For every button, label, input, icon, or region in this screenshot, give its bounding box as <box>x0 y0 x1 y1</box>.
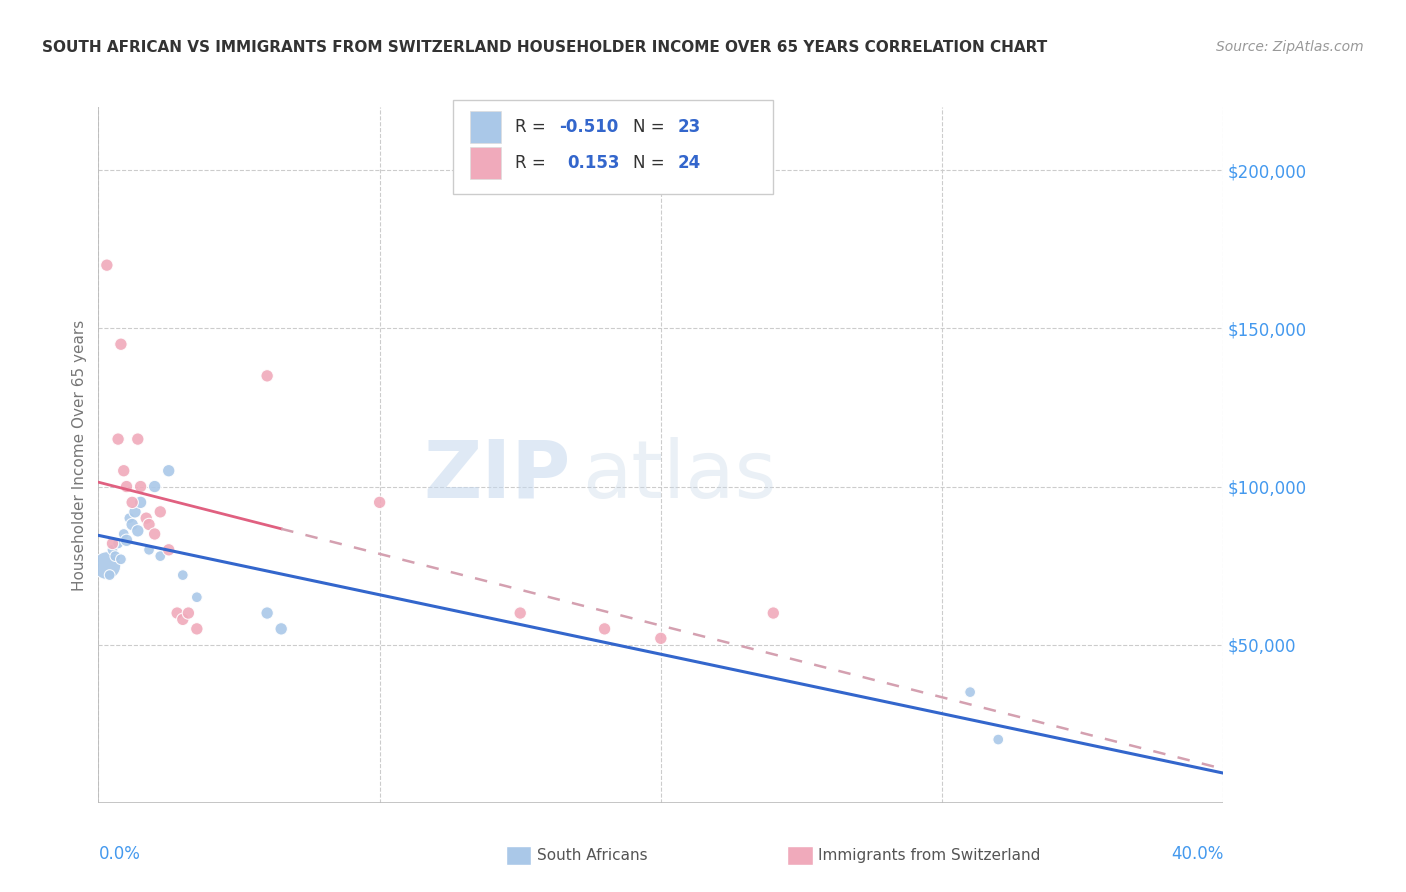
Text: N =: N = <box>633 153 669 171</box>
Point <box>959 685 981 699</box>
Text: 40.0%: 40.0% <box>1171 845 1223 863</box>
Bar <box>470 111 501 143</box>
Point <box>762 606 785 620</box>
Text: atlas: atlas <box>582 437 776 515</box>
Text: SOUTH AFRICAN VS IMMIGRANTS FROM SWITZERLAND HOUSEHOLDER INCOME OVER 65 YEARS CO: SOUTH AFRICAN VS IMMIGRANTS FROM SWITZER… <box>42 40 1047 55</box>
Point <box>115 533 138 548</box>
Text: 23: 23 <box>678 118 702 136</box>
Point <box>143 479 166 493</box>
Text: 0.153: 0.153 <box>568 153 620 171</box>
Text: N =: N = <box>633 118 669 136</box>
Point <box>118 511 141 525</box>
Text: Source: ZipAtlas.com: Source: ZipAtlas.com <box>1216 40 1364 54</box>
Point <box>650 632 672 646</box>
Point <box>101 542 124 557</box>
Point <box>166 606 188 620</box>
Text: R =: R = <box>515 153 555 171</box>
Point <box>143 527 166 541</box>
Point <box>138 517 160 532</box>
Point <box>107 432 129 446</box>
Point <box>186 622 208 636</box>
Point <box>129 495 152 509</box>
Point <box>256 368 278 383</box>
Point <box>121 495 143 509</box>
Point <box>593 622 616 636</box>
Point <box>149 549 172 563</box>
Point <box>98 568 121 582</box>
Point <box>110 337 132 351</box>
Y-axis label: Householder Income Over 65 years: Householder Income Over 65 years <box>72 319 87 591</box>
Text: R =: R = <box>515 118 551 136</box>
Point <box>112 527 135 541</box>
Text: Immigrants from Switzerland: Immigrants from Switzerland <box>818 848 1040 863</box>
Point <box>138 542 160 557</box>
Bar <box>453 100 773 194</box>
Text: 24: 24 <box>678 153 702 171</box>
Point <box>124 505 146 519</box>
Point <box>509 606 531 620</box>
Point <box>101 536 124 550</box>
Point <box>186 591 208 605</box>
Point <box>157 542 180 557</box>
Bar <box>470 146 501 178</box>
Text: South Africans: South Africans <box>537 848 648 863</box>
Point <box>135 511 157 525</box>
Point <box>172 612 194 626</box>
Point <box>104 549 127 563</box>
Point <box>127 432 149 446</box>
Point <box>149 505 172 519</box>
Point <box>270 622 292 636</box>
Point <box>987 732 1010 747</box>
Text: ZIP: ZIP <box>423 437 571 515</box>
Point <box>110 552 132 566</box>
Point <box>121 517 143 532</box>
Point <box>115 479 138 493</box>
Point <box>368 495 391 509</box>
Point <box>112 464 135 478</box>
Point <box>256 606 278 620</box>
Point <box>157 464 180 478</box>
Point <box>177 606 200 620</box>
Point <box>96 258 118 272</box>
Point <box>107 536 129 550</box>
Point <box>172 568 194 582</box>
Point <box>129 479 152 493</box>
Text: 0.0%: 0.0% <box>98 845 141 863</box>
Point <box>96 558 118 573</box>
Text: -0.510: -0.510 <box>560 118 619 136</box>
Point <box>127 524 149 538</box>
